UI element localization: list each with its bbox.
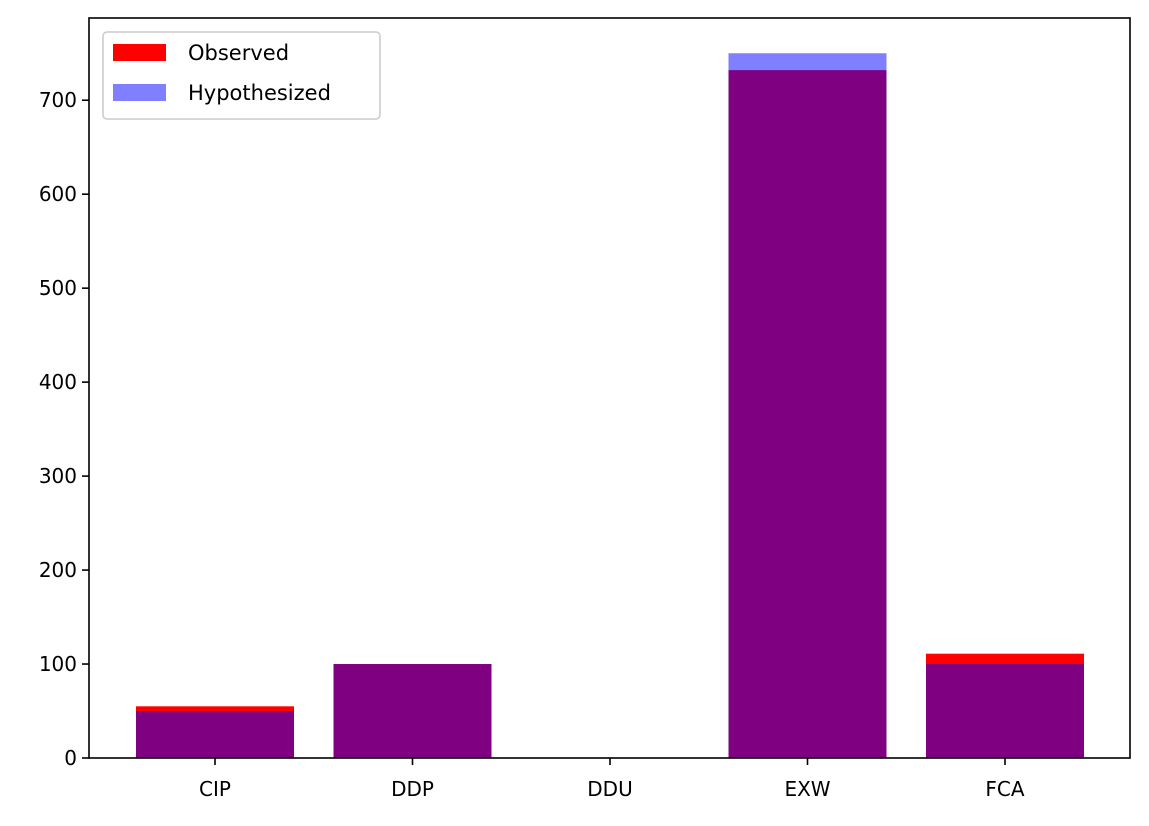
bar-hypothesized-cip	[136, 711, 294, 758]
x-tick-label: EXW	[784, 777, 830, 801]
y-tick-label: 600	[39, 182, 77, 206]
legend-swatch-observed	[113, 44, 166, 61]
x-axis: CIP DDP DDU EXW FCA	[199, 758, 1025, 801]
y-axis: 0 100 200 300 400 500 600 700	[39, 88, 89, 770]
x-tick-label: CIP	[199, 777, 231, 801]
y-tick-label: 200	[39, 558, 77, 582]
y-tick-label: 400	[39, 370, 77, 394]
y-tick-label: 300	[39, 464, 77, 488]
y-tick-label: 100	[39, 652, 77, 676]
y-tick-label: 700	[39, 88, 77, 112]
x-tick-label: FCA	[985, 777, 1024, 801]
legend-swatch-hypothesized	[113, 84, 166, 101]
bar-hypothesized-exw	[728, 53, 887, 759]
y-tick-label: 500	[39, 276, 77, 300]
legend-label-observed: Observed	[188, 41, 289, 65]
bar-hypothesized-ddp	[333, 664, 492, 758]
x-tick-label: DDP	[391, 777, 434, 801]
legend-label-hypothesized: Hypothesized	[188, 81, 331, 105]
y-tick-label: 0	[64, 746, 77, 770]
legend-box	[102, 31, 381, 120]
bars-layer	[136, 53, 1084, 759]
bar-hypothesized-fca	[926, 664, 1084, 758]
x-tick-label: DDU	[587, 777, 632, 801]
legend: Observed Hypothesized	[102, 31, 381, 120]
